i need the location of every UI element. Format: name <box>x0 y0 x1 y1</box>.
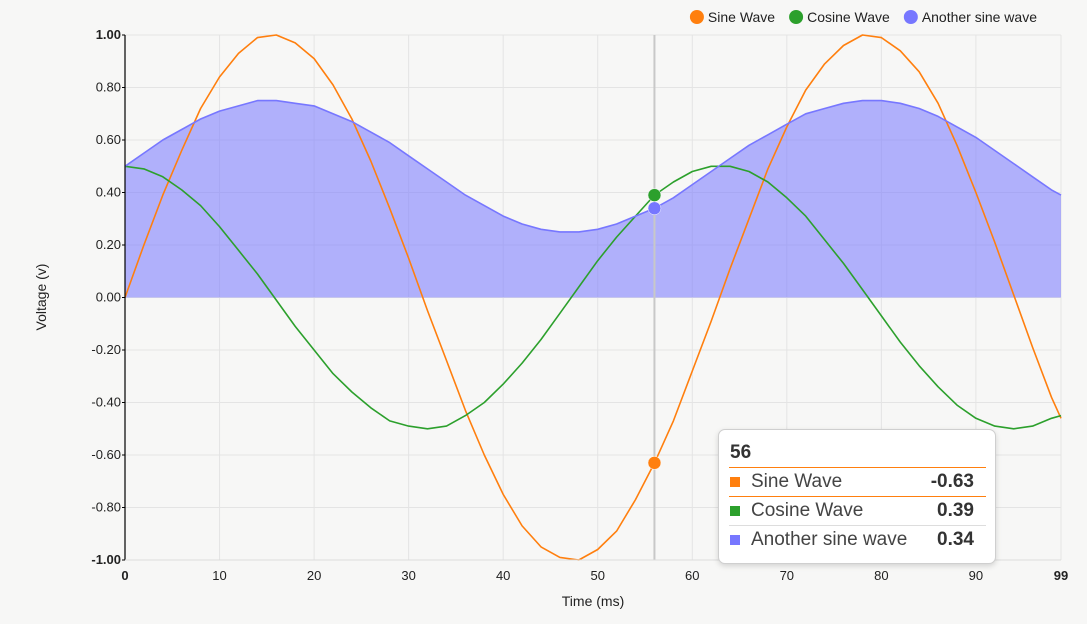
tooltip-value-another: 0.34 <box>924 525 986 554</box>
y-tick-label: 1.00 <box>96 27 121 42</box>
x-tick-label: 30 <box>401 568 415 583</box>
line-layer <box>124 34 1062 561</box>
x-axis-title: Time (ms) <box>562 593 624 609</box>
x-tick-label: 20 <box>307 568 321 583</box>
x-tick-label: 50 <box>590 568 604 583</box>
legend-item-1[interactable]: Cosine Wave <box>789 9 890 25</box>
x-tick-label: 80 <box>874 568 888 583</box>
legend-dot-0 <box>689 10 704 24</box>
tooltip-header: 56 <box>730 441 752 463</box>
x-tick-label: 60 <box>685 568 699 583</box>
legend-dot-1 <box>789 10 804 24</box>
y-tick-label: 0.00 <box>96 290 121 305</box>
tooltip-label-sine: Sine Wave <box>751 467 925 497</box>
hover-point-2 <box>647 201 662 215</box>
tooltip-row-cosine: Cosine Wave 0.39 <box>729 496 986 526</box>
tooltip-swatch-another <box>730 535 740 545</box>
tooltip-swatch-sine <box>730 477 740 487</box>
legend-item-2[interactable]: Another sine wave <box>903 9 1037 25</box>
y-tick-label: -0.20 <box>91 342 121 357</box>
legend-label-2: Another sine wave <box>922 9 1037 25</box>
y-tick-label: 0.20 <box>96 237 121 252</box>
hover-point-0 <box>647 456 662 470</box>
legend-item-0[interactable]: Sine Wave <box>689 9 775 25</box>
hover-points <box>647 188 662 470</box>
tooltip-swatch-cosine <box>730 506 740 516</box>
y-tick-label: 0.40 <box>96 185 121 200</box>
y-tick-label: -0.40 <box>91 395 121 410</box>
hover-point-1 <box>647 188 662 202</box>
tooltip-label-another: Another sine wave <box>751 525 925 554</box>
x-tick-label: 99 <box>1054 568 1068 583</box>
tooltip-row-another: Another sine wave 0.34 <box>729 525 986 554</box>
x-tick-label: 10 <box>212 568 226 583</box>
tooltip-label-cosine: Cosine Wave <box>751 496 925 526</box>
y-tick-label: 0.80 <box>96 80 121 95</box>
legend-label-0: Sine Wave <box>708 9 775 25</box>
series-line-2 <box>124 99 1062 233</box>
y-tick-label: -1.00 <box>91 552 121 567</box>
axes: -1.00 -0.80 -0.60 -0.40 -0.20 0.00 0.20 0.40 0.6… <box>91 27 1068 583</box>
series-line-0 <box>124 34 1062 561</box>
area-layer <box>125 100 1061 298</box>
tooltip: 56 Sine Wave -0.63 Cosine Wave 0.39 Anot… <box>718 429 996 564</box>
y-tick-label: -0.60 <box>91 447 121 462</box>
x-tick-label: 0 <box>121 568 128 583</box>
x-tick-label: 40 <box>496 568 510 583</box>
tooltip-value-sine: -0.63 <box>924 467 986 497</box>
x-tick-label: 70 <box>780 568 794 583</box>
series-area-2 <box>125 100 1061 298</box>
tooltip-value-cosine: 0.39 <box>924 496 986 526</box>
y-tick-label: 0.60 <box>96 132 121 147</box>
x-tick-label: 90 <box>969 568 983 583</box>
legend-label-1: Cosine Wave <box>807 9 890 25</box>
legend: Sine Wave Cosine Wave Another sine wave <box>689 9 1037 25</box>
y-tick-label: -0.80 <box>91 500 121 515</box>
legend-dot-2 <box>903 10 918 24</box>
tooltip-row-sine: Sine Wave -0.63 <box>729 467 986 497</box>
y-axis-title: Voltage (v) <box>33 264 49 331</box>
series-line-1 <box>124 165 1062 430</box>
